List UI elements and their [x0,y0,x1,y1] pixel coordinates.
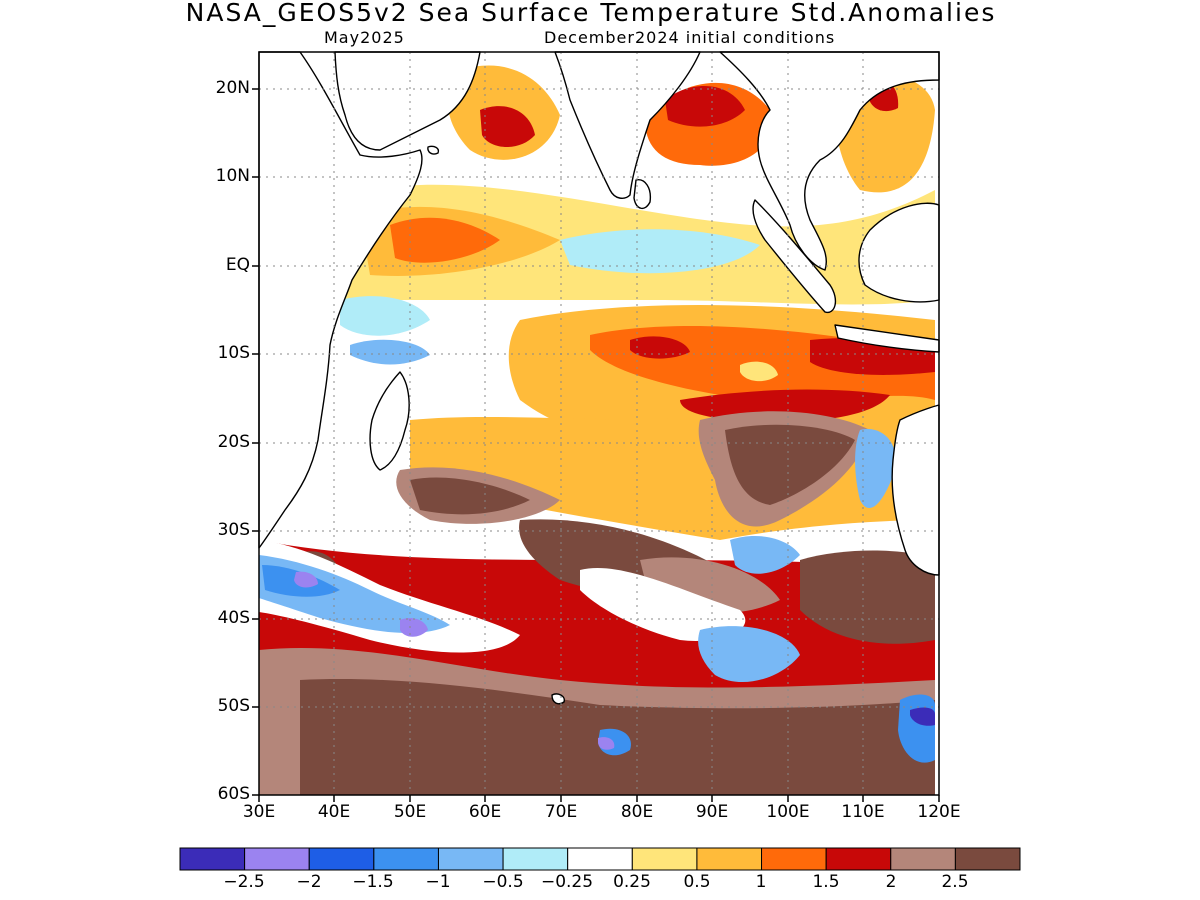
madagascar [369,371,410,471]
colorbar-swatch [437,847,504,871]
anomaly-region [740,361,778,382]
anomaly-region [480,106,535,148]
arabia-coastline [334,51,481,151]
colorbar [179,847,1021,871]
socotra-island [427,145,440,155]
map-title: NASA_GEOS5v2 Sea Surface Temperature Std… [185,0,997,27]
lon-label-90e: 90E [695,802,729,822]
sumatra [752,199,837,314]
colorbar-label: 1 [755,872,767,892]
colorbar-label: −2 [296,872,322,892]
lat-label-50s: 50S [217,696,250,716]
forecast-month: May2025 [324,28,405,47]
indochina-coastline [719,51,940,271]
lat-label-30s: 30S [217,520,250,540]
axis-ticks [252,88,940,802]
lat-label-10n: 10N [215,166,250,186]
lon-label-70e: 70E [544,802,578,822]
colorbar-label: −0.5 [482,872,524,892]
africa-coastline [258,51,423,549]
borneo [858,202,940,303]
kerguelen-island [551,693,565,705]
anomaly-region [294,571,318,588]
anomaly-field [259,52,939,795]
anomaly-region [410,477,530,515]
india-coastline [554,51,701,199]
lat-label-eq: EQ [225,255,250,275]
anomaly-region [598,737,615,750]
lon-label-100e: 100E [766,802,810,822]
colorbar-swatch [954,847,1021,871]
colorbar-label: −2.5 [223,872,265,892]
lat-label-40s: 40S [217,608,250,628]
lon-label-50e: 50E [393,802,427,822]
anomaly-region [259,540,520,653]
colorbar-swatch [761,847,827,871]
anomaly-region [340,296,430,336]
colorbar-label: −0.25 [540,872,594,892]
anomaly-region [580,568,746,641]
lon-label-60e: 60E [468,802,502,822]
anomaly-region [350,339,430,365]
anomaly-region [665,86,745,127]
colorbar-swatch [502,847,569,871]
colorbar-swatch [567,847,633,871]
anomaly-region [680,389,890,422]
lon-label-120e: 120E [917,802,961,822]
colorbar-label: 2.5 [941,872,969,892]
anomaly-region [910,707,935,726]
lat-label-20s: 20S [217,432,250,452]
anomaly-region [800,550,935,644]
colorbar-swatch [631,847,698,871]
colorbar-label: −1 [425,872,451,892]
lat-label-20n: 20N [215,78,250,98]
anomaly-region [400,618,428,637]
initial-conditions: December2024 initial conditions [544,28,836,47]
colorbar-swatch [308,847,375,871]
lon-label-30e: 30E [242,802,276,822]
colorbar-label: 1.5 [812,872,840,892]
anomaly-region [730,535,800,574]
lon-label-110e: 110E [841,802,885,822]
colorbar-label: 2 [885,872,897,892]
anomaly-region [698,626,800,683]
map-frame [258,51,940,796]
colorbar-swatch [373,847,439,871]
anomaly-region [560,229,760,274]
lat-label-60s: 60S [217,784,250,804]
lat-label-10s: 10S [217,343,250,363]
anomaly-region [630,336,690,359]
sri-lanka [633,179,652,209]
lon-label-80e: 80E [620,802,654,822]
graticule [259,52,939,795]
colorbar-swatch [179,847,246,871]
lon-label-40e: 40E [317,802,351,822]
anomaly-region [390,217,500,263]
colorbar-swatch [696,847,763,871]
colorbar-label: 0.25 [613,872,651,892]
colorbar-swatch [244,847,310,871]
colorbar-swatch [890,847,956,871]
landmasses [258,51,940,705]
anomaly-region [855,429,896,509]
anomaly-region [725,424,855,505]
colorbar-label: 0.5 [683,872,711,892]
colorbar-swatch [825,847,892,871]
australia-coastline [891,404,940,576]
colorbar-label: −1.5 [352,872,394,892]
